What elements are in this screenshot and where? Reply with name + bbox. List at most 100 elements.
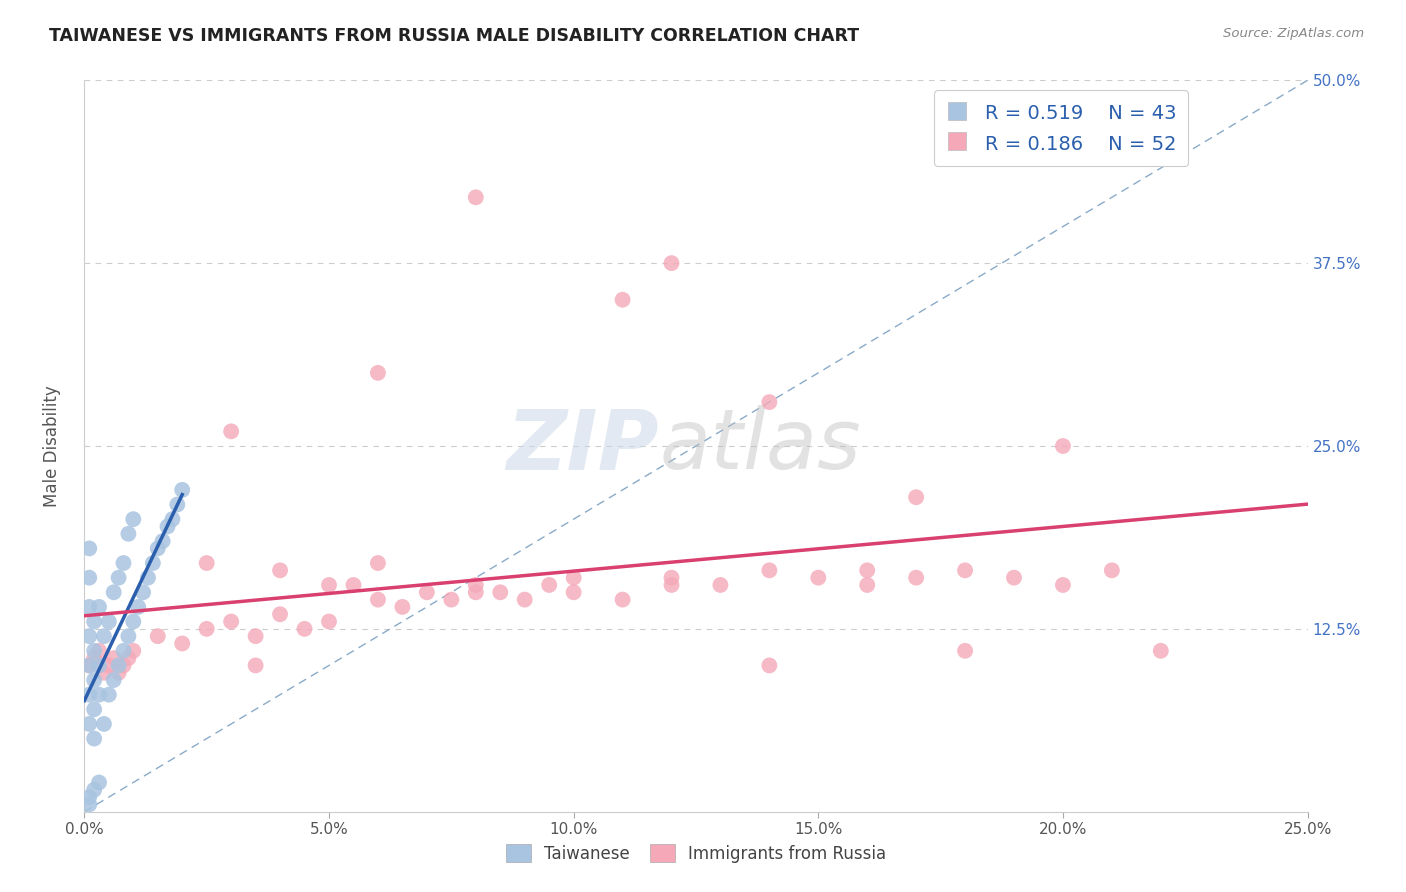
Point — [758, 658, 780, 673]
Point — [661, 571, 683, 585]
Point — [318, 615, 340, 629]
Point — [1002, 571, 1025, 585]
Point — [367, 366, 389, 380]
Point — [77, 629, 100, 643]
Point — [107, 665, 129, 680]
Point — [440, 592, 463, 607]
Point — [758, 395, 780, 409]
Point — [142, 556, 165, 570]
Point — [117, 651, 139, 665]
Point — [112, 658, 135, 673]
Point — [146, 629, 169, 643]
Point — [117, 629, 139, 643]
Legend: Taiwanese, Immigrants from Russia: Taiwanese, Immigrants from Russia — [499, 838, 893, 869]
Point — [1052, 439, 1074, 453]
Point — [97, 658, 120, 673]
Point — [612, 592, 634, 607]
Point — [162, 512, 184, 526]
Point — [219, 615, 242, 629]
Point — [146, 541, 169, 556]
Point — [219, 425, 242, 439]
Point — [391, 599, 413, 614]
Point — [562, 571, 585, 585]
Point — [661, 256, 683, 270]
Point — [269, 563, 291, 577]
Point — [87, 599, 110, 614]
Point — [103, 651, 125, 665]
Point — [97, 688, 120, 702]
Point — [562, 585, 585, 599]
Point — [77, 717, 100, 731]
Point — [87, 775, 110, 789]
Point — [953, 563, 976, 577]
Point — [103, 673, 125, 687]
Point — [152, 534, 174, 549]
Point — [172, 636, 194, 650]
Point — [87, 644, 110, 658]
Point — [612, 293, 634, 307]
Point — [1101, 563, 1123, 577]
Point — [83, 731, 105, 746]
Point — [77, 658, 100, 673]
Point — [416, 585, 439, 599]
Point — [294, 622, 316, 636]
Point — [122, 644, 145, 658]
Point — [83, 702, 105, 716]
Point — [166, 498, 188, 512]
Point — [156, 519, 179, 533]
Text: Source: ZipAtlas.com: Source: ZipAtlas.com — [1223, 27, 1364, 40]
Point — [112, 556, 135, 570]
Point — [83, 673, 105, 687]
Point — [93, 665, 115, 680]
Point — [367, 592, 389, 607]
Point — [245, 658, 267, 673]
Point — [953, 644, 976, 658]
Point — [367, 556, 389, 570]
Point — [538, 578, 561, 592]
Point — [342, 578, 364, 592]
Point — [661, 578, 683, 592]
Point — [758, 563, 780, 577]
Point — [127, 599, 149, 614]
Point — [132, 585, 155, 599]
Point — [489, 585, 512, 599]
Point — [122, 615, 145, 629]
Point — [77, 541, 100, 556]
Point — [77, 599, 100, 614]
Point — [464, 585, 486, 599]
Point — [103, 585, 125, 599]
Text: TAIWANESE VS IMMIGRANTS FROM RUSSIA MALE DISABILITY CORRELATION CHART: TAIWANESE VS IMMIGRANTS FROM RUSSIA MALE… — [49, 27, 859, 45]
Point — [318, 578, 340, 592]
Point — [807, 571, 830, 585]
Text: atlas: atlas — [659, 406, 860, 486]
Point — [172, 483, 194, 497]
Point — [905, 490, 928, 504]
Point — [1052, 578, 1074, 592]
Point — [77, 790, 100, 805]
Point — [107, 571, 129, 585]
Point — [856, 578, 879, 592]
Text: ZIP: ZIP — [506, 406, 659, 486]
Point — [1150, 644, 1173, 658]
Point — [195, 622, 218, 636]
Point — [77, 797, 100, 812]
Point — [905, 571, 928, 585]
Point — [77, 571, 100, 585]
Point — [77, 688, 100, 702]
Point — [195, 556, 218, 570]
Point — [856, 563, 879, 577]
Point — [83, 782, 105, 797]
Point — [93, 629, 115, 643]
Point — [83, 615, 105, 629]
Point — [87, 688, 110, 702]
Point — [464, 578, 486, 592]
Point — [87, 658, 110, 673]
Y-axis label: Male Disability: Male Disability — [42, 385, 60, 507]
Point — [83, 644, 105, 658]
Point — [107, 658, 129, 673]
Point — [112, 644, 135, 658]
Point — [83, 651, 105, 665]
Point — [97, 615, 120, 629]
Point — [709, 578, 731, 592]
Point — [93, 717, 115, 731]
